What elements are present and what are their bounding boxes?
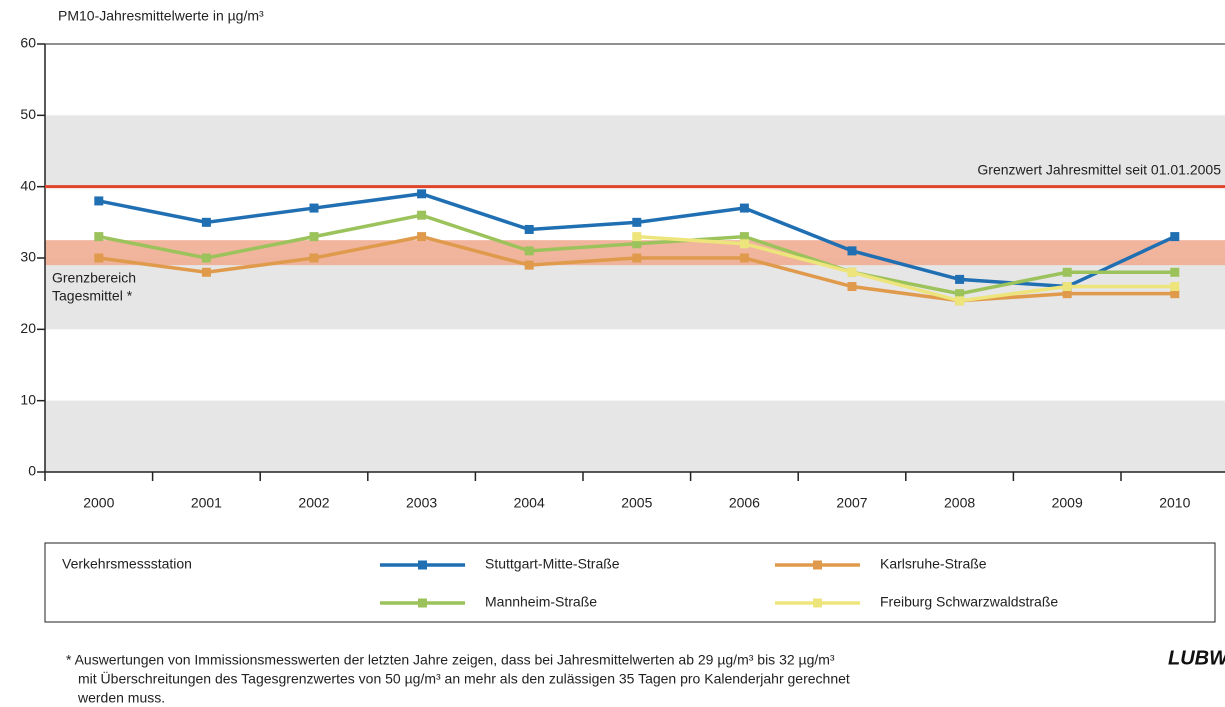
plot: Grenzbereich Tagesmittel * 0 10 20 30 40 50 60 20… [20,35,1225,623]
legend-marker [418,560,427,570]
data-point [94,232,104,242]
footnote: werden muss. [77,690,165,706]
background-band [45,115,1225,187]
data-point [955,274,965,284]
data-point [524,224,534,234]
data-point [1170,289,1180,299]
background-band [45,258,1225,330]
data-point [632,239,642,249]
y-tick-label: 10 [20,391,36,407]
series-line [636,234,1175,303]
data-point [632,253,642,263]
data-point [1170,267,1180,277]
footnote: * Auswertungen von Immissionsmesswerten … [66,652,835,668]
legend-marker [813,598,822,608]
data-point [524,260,534,270]
footnote: mit Überschreitungen des Tagesgrenzwerte… [78,670,850,687]
data-point [1062,282,1072,292]
x-tick-label: 2010 [1159,495,1190,511]
x-tick-label: 2003 [406,495,437,511]
limit-band-label: Grenzbereich [52,270,136,286]
y-tick-label: 20 [20,320,36,336]
data-point [309,232,319,242]
legend-box [44,542,1216,623]
data-point [309,203,319,213]
legend-label: Karlsruhe-Straße [880,556,987,572]
legend-marker [813,560,822,570]
data-point [309,253,319,263]
limit-line-label: Grenzwert Jahresmittel seit 01.01.2005 [977,161,1221,177]
data-point [739,253,749,263]
legend-label: Mannheim-Straße [485,594,597,610]
y-tick-label: 0 [28,463,36,479]
x-tick-label: 2000 [83,495,114,511]
data-point [417,189,427,199]
data-point [201,253,211,263]
y-axis-label: PM10-Jahresmittelwerte in µg/m³ [58,8,264,24]
data-point [955,289,965,299]
data-point [847,282,857,292]
data-point [847,267,857,277]
x-tick-label: 2001 [191,495,222,511]
data-point [94,196,104,206]
data-point [739,203,749,213]
data-point [1170,232,1180,242]
data-point [739,239,749,249]
data-point [632,232,642,242]
x-tick-label: 2008 [944,495,975,511]
x-tick-label: 2005 [621,495,652,511]
limit-band-label: Tagesmittel * [52,288,133,304]
data-point [632,217,642,227]
data-point [739,232,749,242]
data-point [524,246,534,256]
data-point [417,210,427,220]
data-point [201,267,211,277]
data-point [417,232,427,242]
background-band [45,400,1225,472]
data-point [94,253,104,263]
legend-marker [418,598,427,608]
y-tick-label: 40 [20,177,36,193]
y-tick-label: 50 [20,106,36,122]
legend-label: Freiburg Schwarzwaldstraße [880,594,1058,610]
x-tick-label: 2006 [729,495,760,511]
y-tick-label: 60 [20,35,36,51]
data-point [1062,289,1072,299]
data-point [201,217,211,227]
data-point [847,246,857,256]
y-tick-label: 30 [20,249,36,265]
data-point [1170,282,1180,292]
x-tick-label: 2004 [514,495,545,511]
legend-title: Verkehrsmessstation [62,556,192,572]
legend-label: Stuttgart-Mitte-Straße [485,556,620,572]
x-tick-label: 2009 [1052,495,1083,511]
data-point [955,296,965,306]
logo: LUBW [1168,647,1225,669]
data-point [1062,267,1072,277]
x-tick-label: 2002 [298,495,329,511]
x-tick-label: 2007 [836,495,867,511]
